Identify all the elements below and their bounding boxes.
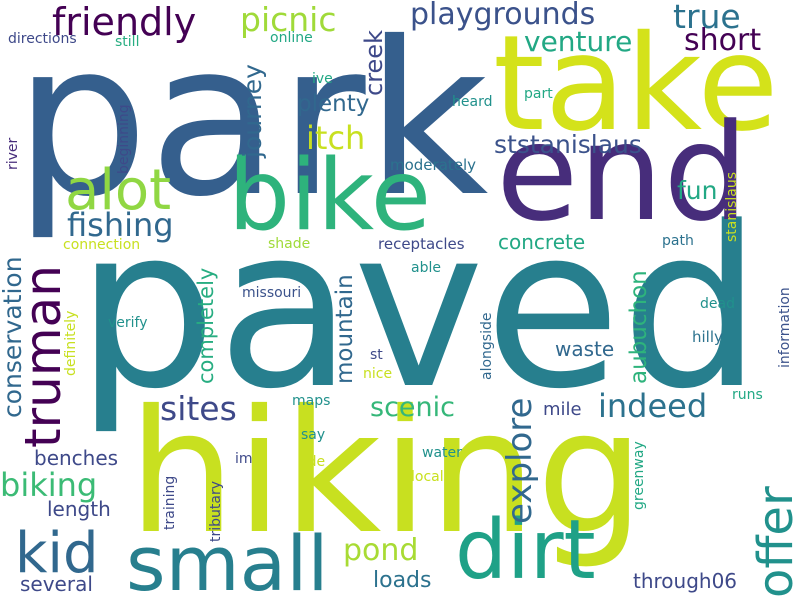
word-online: online [270,30,313,46]
word-mountain: mountain [332,274,358,384]
word-ive: ive [312,71,333,87]
word-shade: shade [268,236,311,252]
word-loads: loads [373,568,432,593]
word-several: several [20,572,93,596]
word-hilly: hilly [692,328,723,346]
word-tributary: tributary [208,480,224,542]
word-venture: venture [524,25,633,58]
word-waste: waste [555,337,615,361]
word-information: information [777,287,793,368]
word-greenway: greenway [631,441,647,510]
word-length: length [47,497,111,521]
word-fishing: fishing [67,206,174,244]
word-aubuchon: aubuchon [626,270,652,384]
word-training: training [162,475,178,530]
word-park: park [14,0,489,243]
word-end: end [496,95,749,251]
word-itch: itch [306,119,366,157]
word-bike: bike [228,139,431,253]
word-mile: mile [543,399,582,420]
word-locals: locals [411,469,451,485]
word-part: part [524,86,553,102]
word-alot: alot [65,158,172,223]
word-offer: offer [748,486,800,598]
word-picnic: picnic [240,0,337,39]
word-short: short [684,23,762,58]
word-maps: maps [292,393,331,409]
word-paved: paved [76,180,762,438]
word-scenic: scenic [370,392,455,423]
word-moderately: moderately [390,156,477,174]
word-able: able [411,260,441,276]
word-stanislaus: stanislaus [724,171,740,242]
word-dead: dead [700,296,735,312]
word-connection: connection [63,237,141,253]
word-definitely: definitely [63,310,79,376]
word-alongside: alongside [479,312,495,380]
word-completely: completely [194,267,218,384]
word-ststanislaus: ststanislaus [494,130,642,159]
word-runs: runs [732,387,763,403]
word-plenty: plenty [297,91,370,117]
word-receptacles: receptacles [378,235,465,253]
word-explore: explore [500,397,540,524]
word-missouri: missouri [242,285,302,301]
word-pond: pond [343,533,419,568]
word-through06: through06 [633,569,738,593]
word-kid: kid [15,521,99,586]
word-benches: benches [34,446,119,470]
word-ride: ride [298,454,326,470]
word-creek: creek [360,30,388,96]
word-river: river [5,137,21,170]
word-sites: sites [160,389,237,428]
word-take: take [493,7,779,161]
word-true: true [673,0,741,36]
word-small: small [126,519,329,600]
word-friendly: friendly [52,0,197,44]
word-beginning: beginning [116,104,132,174]
word-st: st [370,347,383,363]
word-still: still [115,34,140,50]
word-say: say [301,427,326,443]
word-hiking: hiking [128,374,645,572]
word-playgrounds: playgrounds [410,0,596,32]
word-verify: verify [108,315,148,331]
word-heard: heard [452,94,493,110]
word-path: path [662,233,694,249]
word-dirt: dirt [455,503,596,598]
word-conservation: conservation [0,256,27,418]
word-journey: journey [238,64,267,158]
word-nice: nice [363,366,393,382]
word-biking: biking [0,466,98,504]
word-fun: fun [677,176,718,205]
word-directions: directions [8,31,77,47]
word-im: im [235,451,253,467]
word-water: water [422,445,462,461]
word-concrete: concrete [498,230,586,254]
word-indeed: indeed [598,387,708,425]
